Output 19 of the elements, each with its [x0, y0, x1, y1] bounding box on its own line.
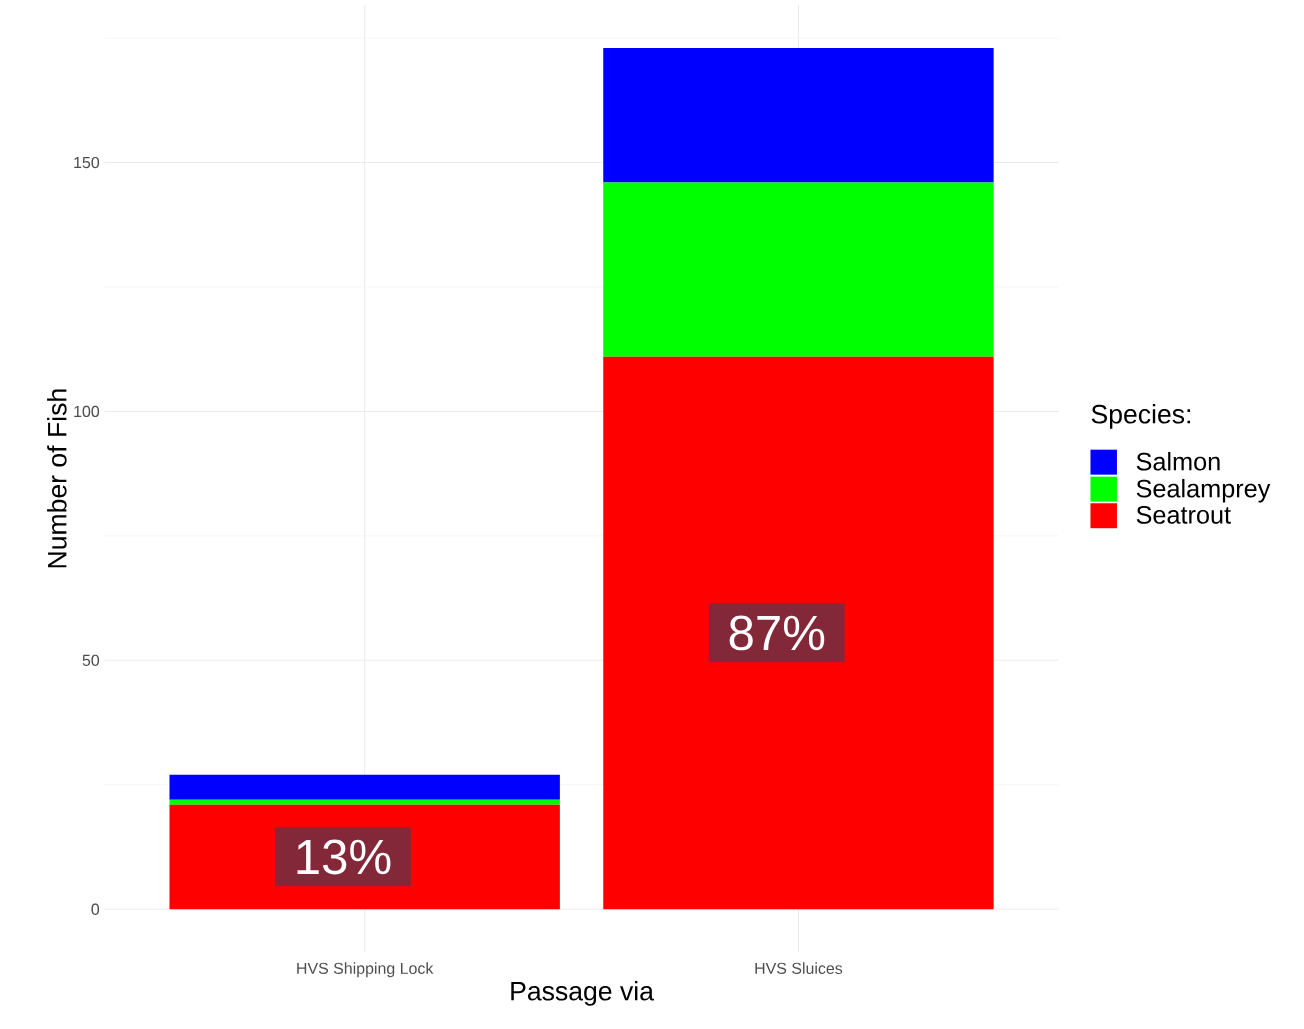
y-tick-label: 150 [74, 156, 100, 169]
y-tick-label: 0 [91, 903, 100, 915]
x-tick-label: HVS Shipping Lock [297, 962, 434, 978]
bar [169, 799, 560, 805]
bar [169, 774, 560, 800]
y-tick-label: 50 [82, 654, 100, 666]
legend-label: Sealamprey [1136, 478, 1271, 503]
bar [603, 356, 994, 910]
x-tick-label: HVS Sluices [755, 962, 843, 974]
bar [603, 182, 994, 357]
annotation: 13% [297, 839, 391, 875]
y-axis-title: Number of Fish [47, 389, 67, 568]
legend-title: Species: [1091, 404, 1191, 429]
legend-label: Salmon [1136, 451, 1220, 471]
bar [603, 48, 994, 183]
annotation: 87% [729, 615, 825, 651]
x-axis-title: Passage via [511, 980, 654, 1006]
legend-label: Seatrout [1136, 505, 1231, 524]
y-tick-label: 100 [74, 405, 100, 418]
